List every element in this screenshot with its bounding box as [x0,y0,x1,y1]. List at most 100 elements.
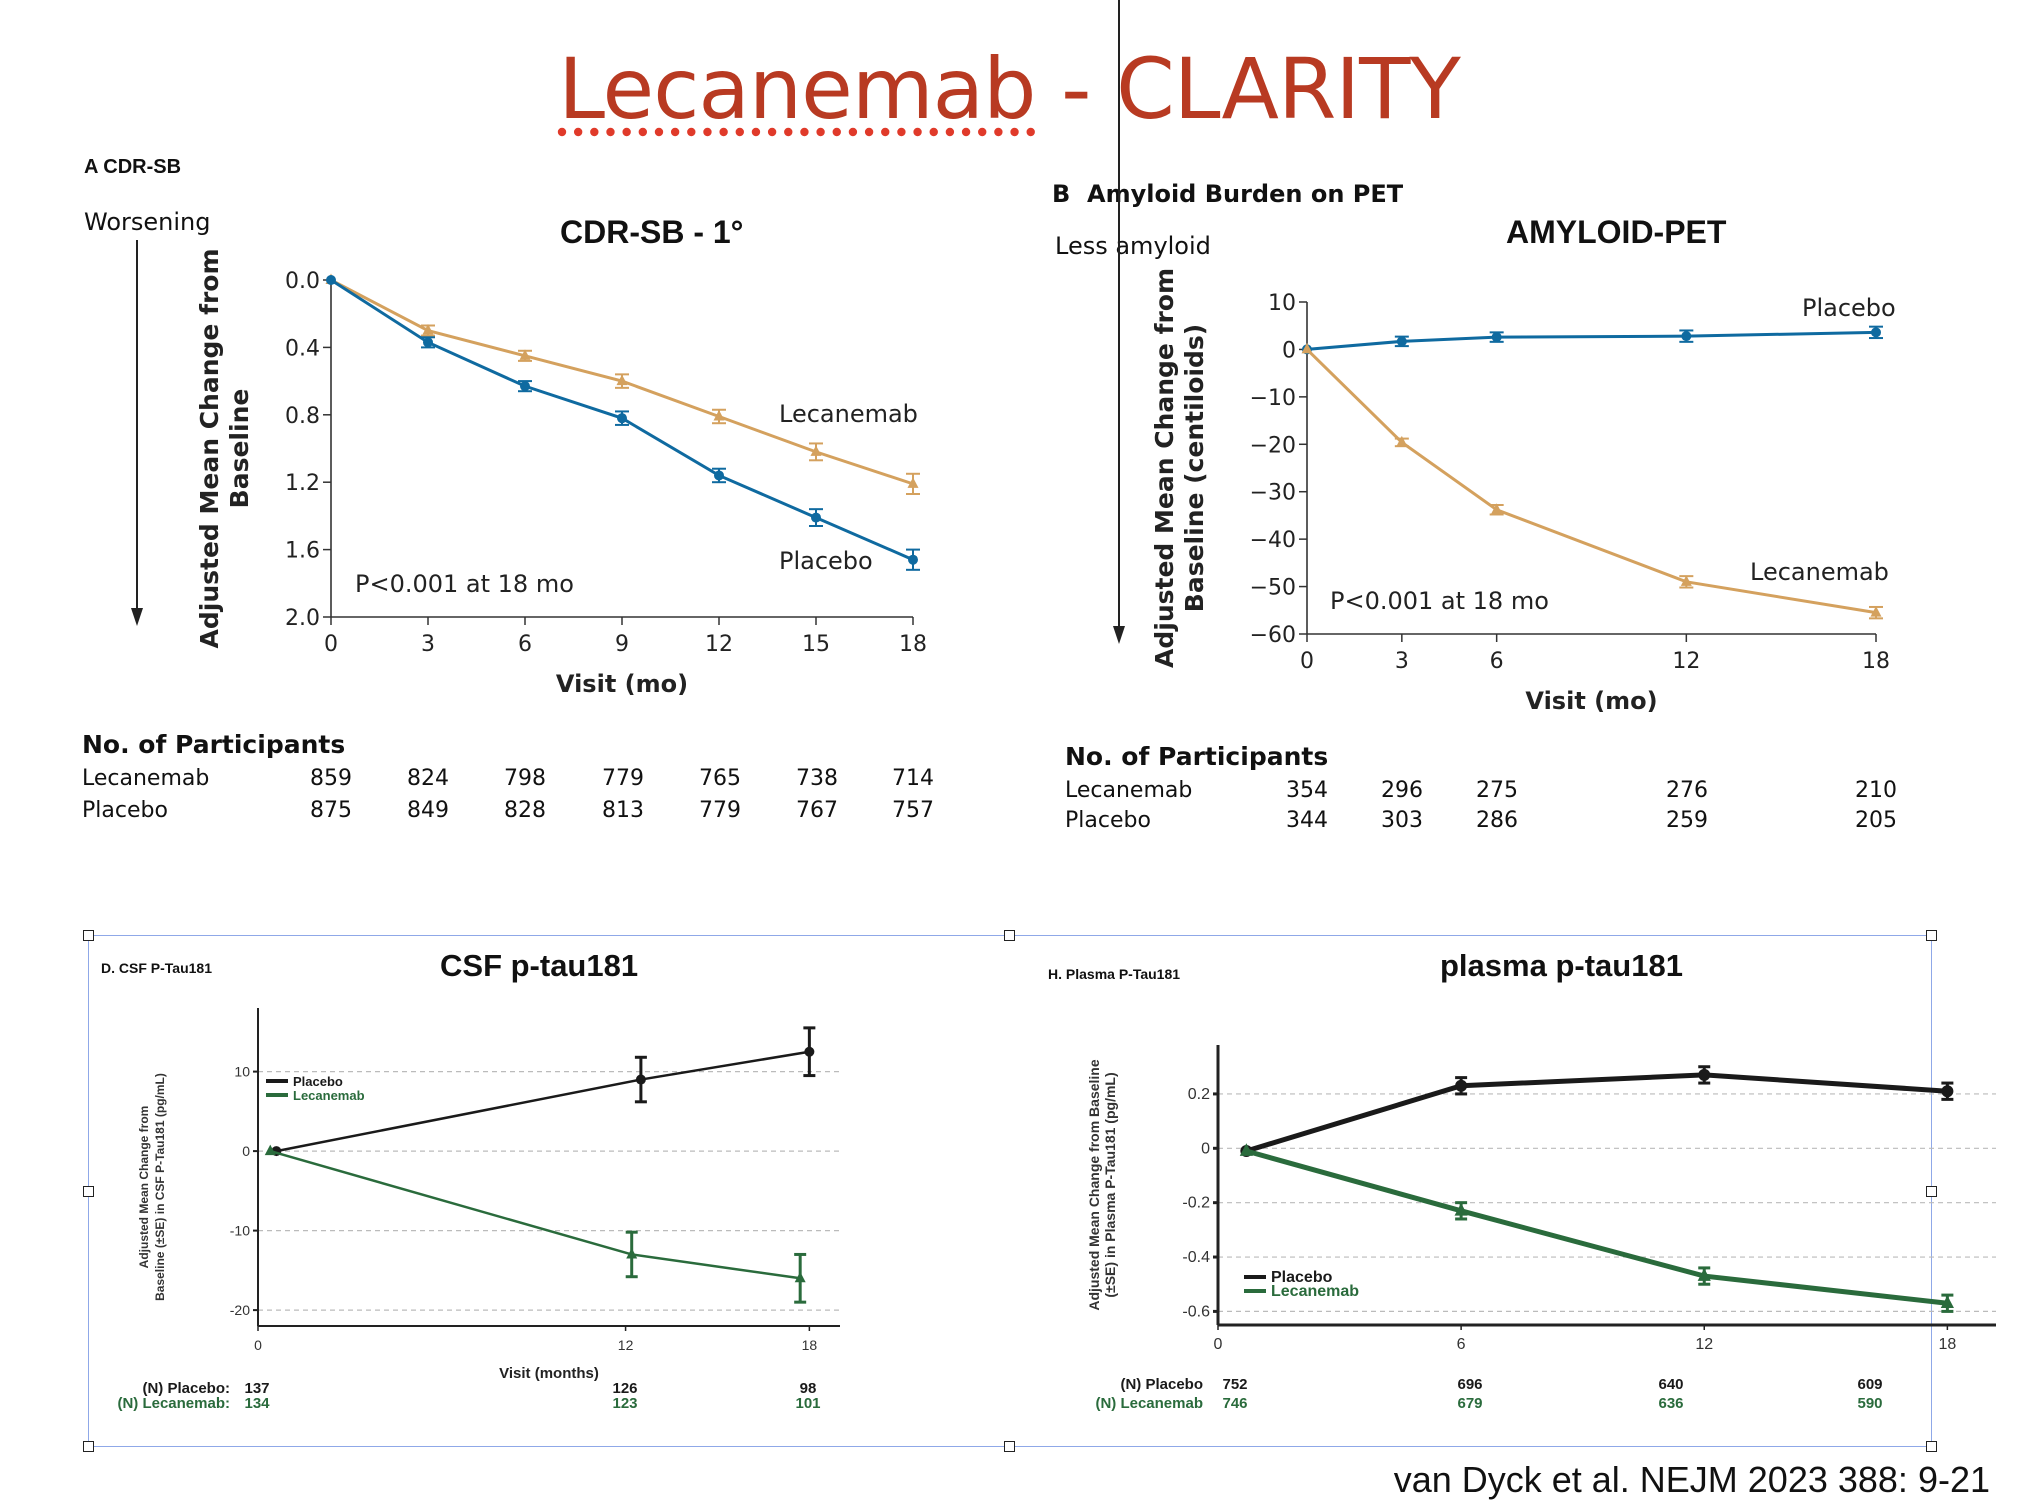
y-tick-label: −30 [1250,481,1296,506]
resize-handle-middle-left[interactable] [83,1186,94,1197]
resize-handle-top-right[interactable] [1926,930,1937,941]
participants-heading-b: No. of Participants [1065,742,1329,771]
chart-h-title: plasma p-tau181 [1440,948,1683,983]
participants-cell: 286 [1476,808,1518,833]
series-label-placebo: Placebo [1802,294,1896,322]
data-point-lecanemab [794,1271,806,1283]
y-axis-title: Adjusted Mean Change from [195,249,224,649]
data-point-placebo [1941,1085,1954,1098]
chart-d-csf: 10 0 -10 -20 0 12 18 Visit (months) Adjusted Mea… [137,1008,840,1382]
x-tick-label: 6 [1457,1336,1466,1353]
legend-label-placebo: Placebo [1271,1269,1333,1286]
legend-label-lecanemab: Lecanemab [293,1088,365,1103]
n-table-h: (N) Placebo 752 696 640 609 (N) Lecanemab 746 6… [1009,1376,2018,1426]
data-point-placebo [326,275,336,285]
data-point-lecanemab [1454,1203,1468,1216]
x-tick-label: 3 [421,632,435,657]
data-point-placebo [617,413,627,424]
data-point-placebo [635,1074,646,1085]
n-cell: 137 [244,1380,270,1397]
n-cell: 123 [612,1395,638,1412]
participants-cell: 714 [892,766,934,791]
data-point-lecanemab [713,409,725,421]
participants-cell: 798 [504,766,546,791]
less-amyloid-arrow-head [1113,626,1125,644]
x-tick-label: 0 [1214,1336,1223,1353]
y-tick-label: -0.2 [1182,1195,1210,1212]
participants-cell: 296 [1381,778,1423,803]
participants-row-label: Placebo [1065,808,1151,833]
y-tick-label: 0 [1201,1140,1210,1157]
p-value-annotation: P<0.001 at 18 mo [355,570,574,598]
panel-b-letter: B [1052,180,1071,208]
data-point-placebo [1681,331,1692,342]
series-line-lecanemab [269,1149,801,1280]
participants-cell: 765 [699,766,741,791]
x-tick-label: 12 [705,632,733,657]
worsening-arrow-head [131,608,143,626]
y-axis-title: (±SE) in Plasma P-Tau181 (pg/mL) [1102,1072,1118,1297]
y-axis-title: Adjusted Mean Change from Baseline [1086,1059,1102,1310]
panel-h-label: H. Plasma P-Tau181 [1048,966,1181,982]
y-axis-title: Adjusted Mean Change from [137,1106,151,1269]
data-point-placebo [1871,327,1881,338]
y-tick-label: 0 [242,1143,250,1159]
y-tick-label: 0.4 [285,336,320,361]
n-cell: 752 [1222,1376,1248,1393]
data-point-placebo [811,512,821,523]
participants-cell: 828 [504,798,546,823]
x-axis-title: Visit (mo) [1525,687,1657,715]
participants-cell: 303 [1381,808,1423,833]
data-point-lecanemab [519,349,531,360]
panel-a-arrow-label: Worsening [84,208,211,236]
n-cell: 679 [1457,1395,1483,1412]
n-cell: 134 [244,1395,270,1412]
n-cell: 746 [1222,1395,1248,1412]
participants-cell: 210 [1855,778,1897,803]
y-tick-label: -0.6 [1182,1303,1210,1320]
participants-cell: 738 [796,766,838,791]
participants-cell: 275 [1476,778,1518,803]
n-cell: 101 [795,1395,821,1412]
participants-cell: 813 [602,798,644,823]
resize-handle-top-center[interactable] [1004,930,1015,941]
n-cell: 640 [1658,1376,1684,1393]
p-value-annotation: P<0.001 at 18 mo [1330,587,1549,615]
x-tick-label: 6 [1490,649,1504,674]
chart-b-title: AMYLOID-PET [1506,214,1727,250]
data-point-placebo [804,1046,815,1057]
n-cell: 126 [612,1380,638,1397]
chart-a-title: CDR-SB - 1° [560,214,744,250]
panel-b-arrow-label: Less amyloid [1055,232,1211,260]
resize-handle-top-left[interactable] [83,930,94,941]
resize-handle-bottom-right[interactable] [1926,1441,1937,1452]
participants-cell: 259 [1666,808,1708,833]
legend-label-placebo: Placebo [293,1074,343,1089]
data-point-lecanemab [1940,1295,1954,1309]
data-point-lecanemab [1239,1143,1253,1156]
data-point-placebo [714,470,724,481]
x-tick-label: 6 [518,632,532,657]
x-tick-label: 0 [1300,649,1314,674]
resize-handle-bottom-left[interactable] [83,1441,94,1452]
n-cell: 590 [1857,1395,1883,1412]
participants-cell: 276 [1666,778,1708,803]
x-tick-label: 18 [1862,649,1890,674]
data-point-lecanemab [264,1144,276,1156]
panel-b-label: B Amyloid Burden on PET [1052,180,1403,208]
chart-d-plot: 10 0 -10 -20 0 12 18 Visit (months) Adjusted Mea… [137,1008,840,1382]
chart-a-cdrsb: 0.0 0.4 0.8 1.2 1.6 2.00 3 6 9 12 15 18 Visit (mo) Ad… [131,240,927,698]
x-tick-label: 12 [618,1337,634,1353]
data-point-lecanemab [422,324,434,335]
participants-row-label: Lecanemab [1065,778,1193,803]
resize-handle-middle-right[interactable] [1926,1186,1937,1197]
participants-cell: 757 [892,798,934,823]
data-point-placebo [520,381,530,392]
participants-row-label: Lecanemab [82,766,210,791]
resize-handle-bottom-center[interactable] [1004,1441,1015,1452]
data-point-lecanemab [1396,435,1408,447]
participants-cell: 779 [602,766,644,791]
data-point-lecanemab [1680,575,1692,586]
y-tick-label: -0.4 [1182,1249,1210,1266]
y-tick-label: 0 [1282,338,1296,363]
